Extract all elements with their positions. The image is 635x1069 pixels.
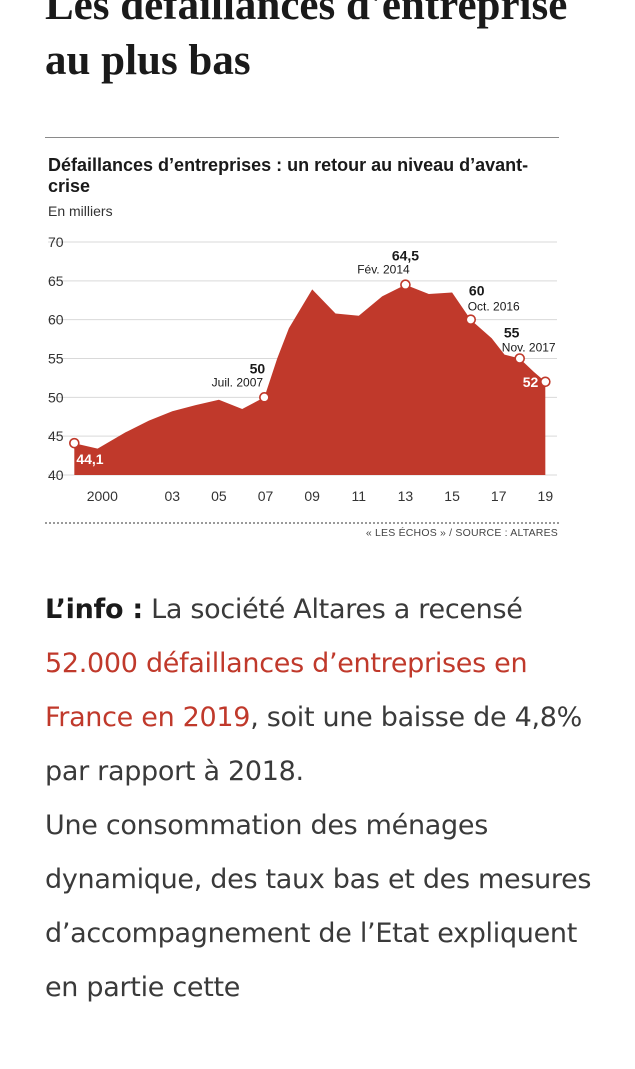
y-tick-label: 45	[48, 428, 64, 444]
y-tick-label: 50	[48, 389, 64, 405]
data-point-marker	[514, 353, 525, 364]
x-tick-label: 11	[352, 488, 367, 504]
data-value-label: 55	[504, 325, 520, 341]
data-point-marker	[540, 376, 551, 388]
article-headline: Les défaillances d'entreprise au plus ba…	[45, 0, 568, 84]
y-tick-label: 60	[48, 312, 64, 328]
x-tick-label: 17	[491, 488, 507, 504]
data-value-label: 52	[523, 374, 539, 390]
data-value-label: 64,5	[392, 248, 419, 264]
info-label: L’info :	[45, 594, 143, 625]
article-highlight: 52.000 défaillances d’entreprises en Fra…	[45, 648, 528, 733]
x-tick-label: 13	[398, 488, 414, 504]
data-date-label: Nov. 2017	[502, 341, 556, 355]
data-point-marker	[69, 437, 80, 449]
top-divider	[45, 137, 559, 138]
article-body: L’info : La société Altares a recensé 52…	[45, 583, 605, 1015]
chart-source: « LES ÉCHOS » / SOURCE : ALTARES	[365, 527, 558, 539]
y-tick-label: 55	[48, 351, 64, 367]
article-text-1: La société Altares a recensé	[142, 594, 523, 625]
data-point-marker	[465, 314, 477, 325]
x-tick-label: 2000	[87, 488, 118, 504]
data-date-label: Oct. 2016	[468, 300, 520, 314]
y-tick-label: 40	[48, 467, 64, 483]
y-tick-label: 65	[48, 273, 64, 289]
data-value-label: 50	[250, 360, 266, 376]
data-date-label: Fév. 2014	[357, 263, 410, 277]
source-divider	[45, 522, 559, 524]
article-text-3: Une consommation des ménages dynamique, …	[45, 810, 592, 1003]
y-tick-label: 70	[48, 234, 64, 250]
data-value-label: 60	[469, 283, 485, 299]
data-point-marker	[259, 392, 270, 403]
x-tick-label: 09	[304, 488, 320, 504]
data-value-label: 44,1	[76, 451, 103, 467]
failures-area-chart: 40 45 50 55 60 65 70 2000 03 05 07 09 11 13 15 17 19 44,1…	[48, 234, 557, 504]
x-tick-label: 15	[444, 488, 460, 504]
x-tick-label: 05	[211, 488, 227, 504]
article-text-2: , soit une baisse de 4,8% par rapport à …	[45, 702, 582, 787]
data-point-marker	[400, 279, 411, 291]
y-axis-unit-label: En milliers	[48, 203, 113, 219]
x-tick-label: 03	[164, 488, 180, 504]
chart-title: Défaillances d’entreprises : un retour a…	[48, 155, 529, 196]
x-tick-label: 19	[538, 488, 554, 504]
x-tick-label: 07	[258, 488, 274, 504]
data-date-label: Juil. 2007	[212, 375, 264, 389]
area-series	[74, 284, 546, 475]
